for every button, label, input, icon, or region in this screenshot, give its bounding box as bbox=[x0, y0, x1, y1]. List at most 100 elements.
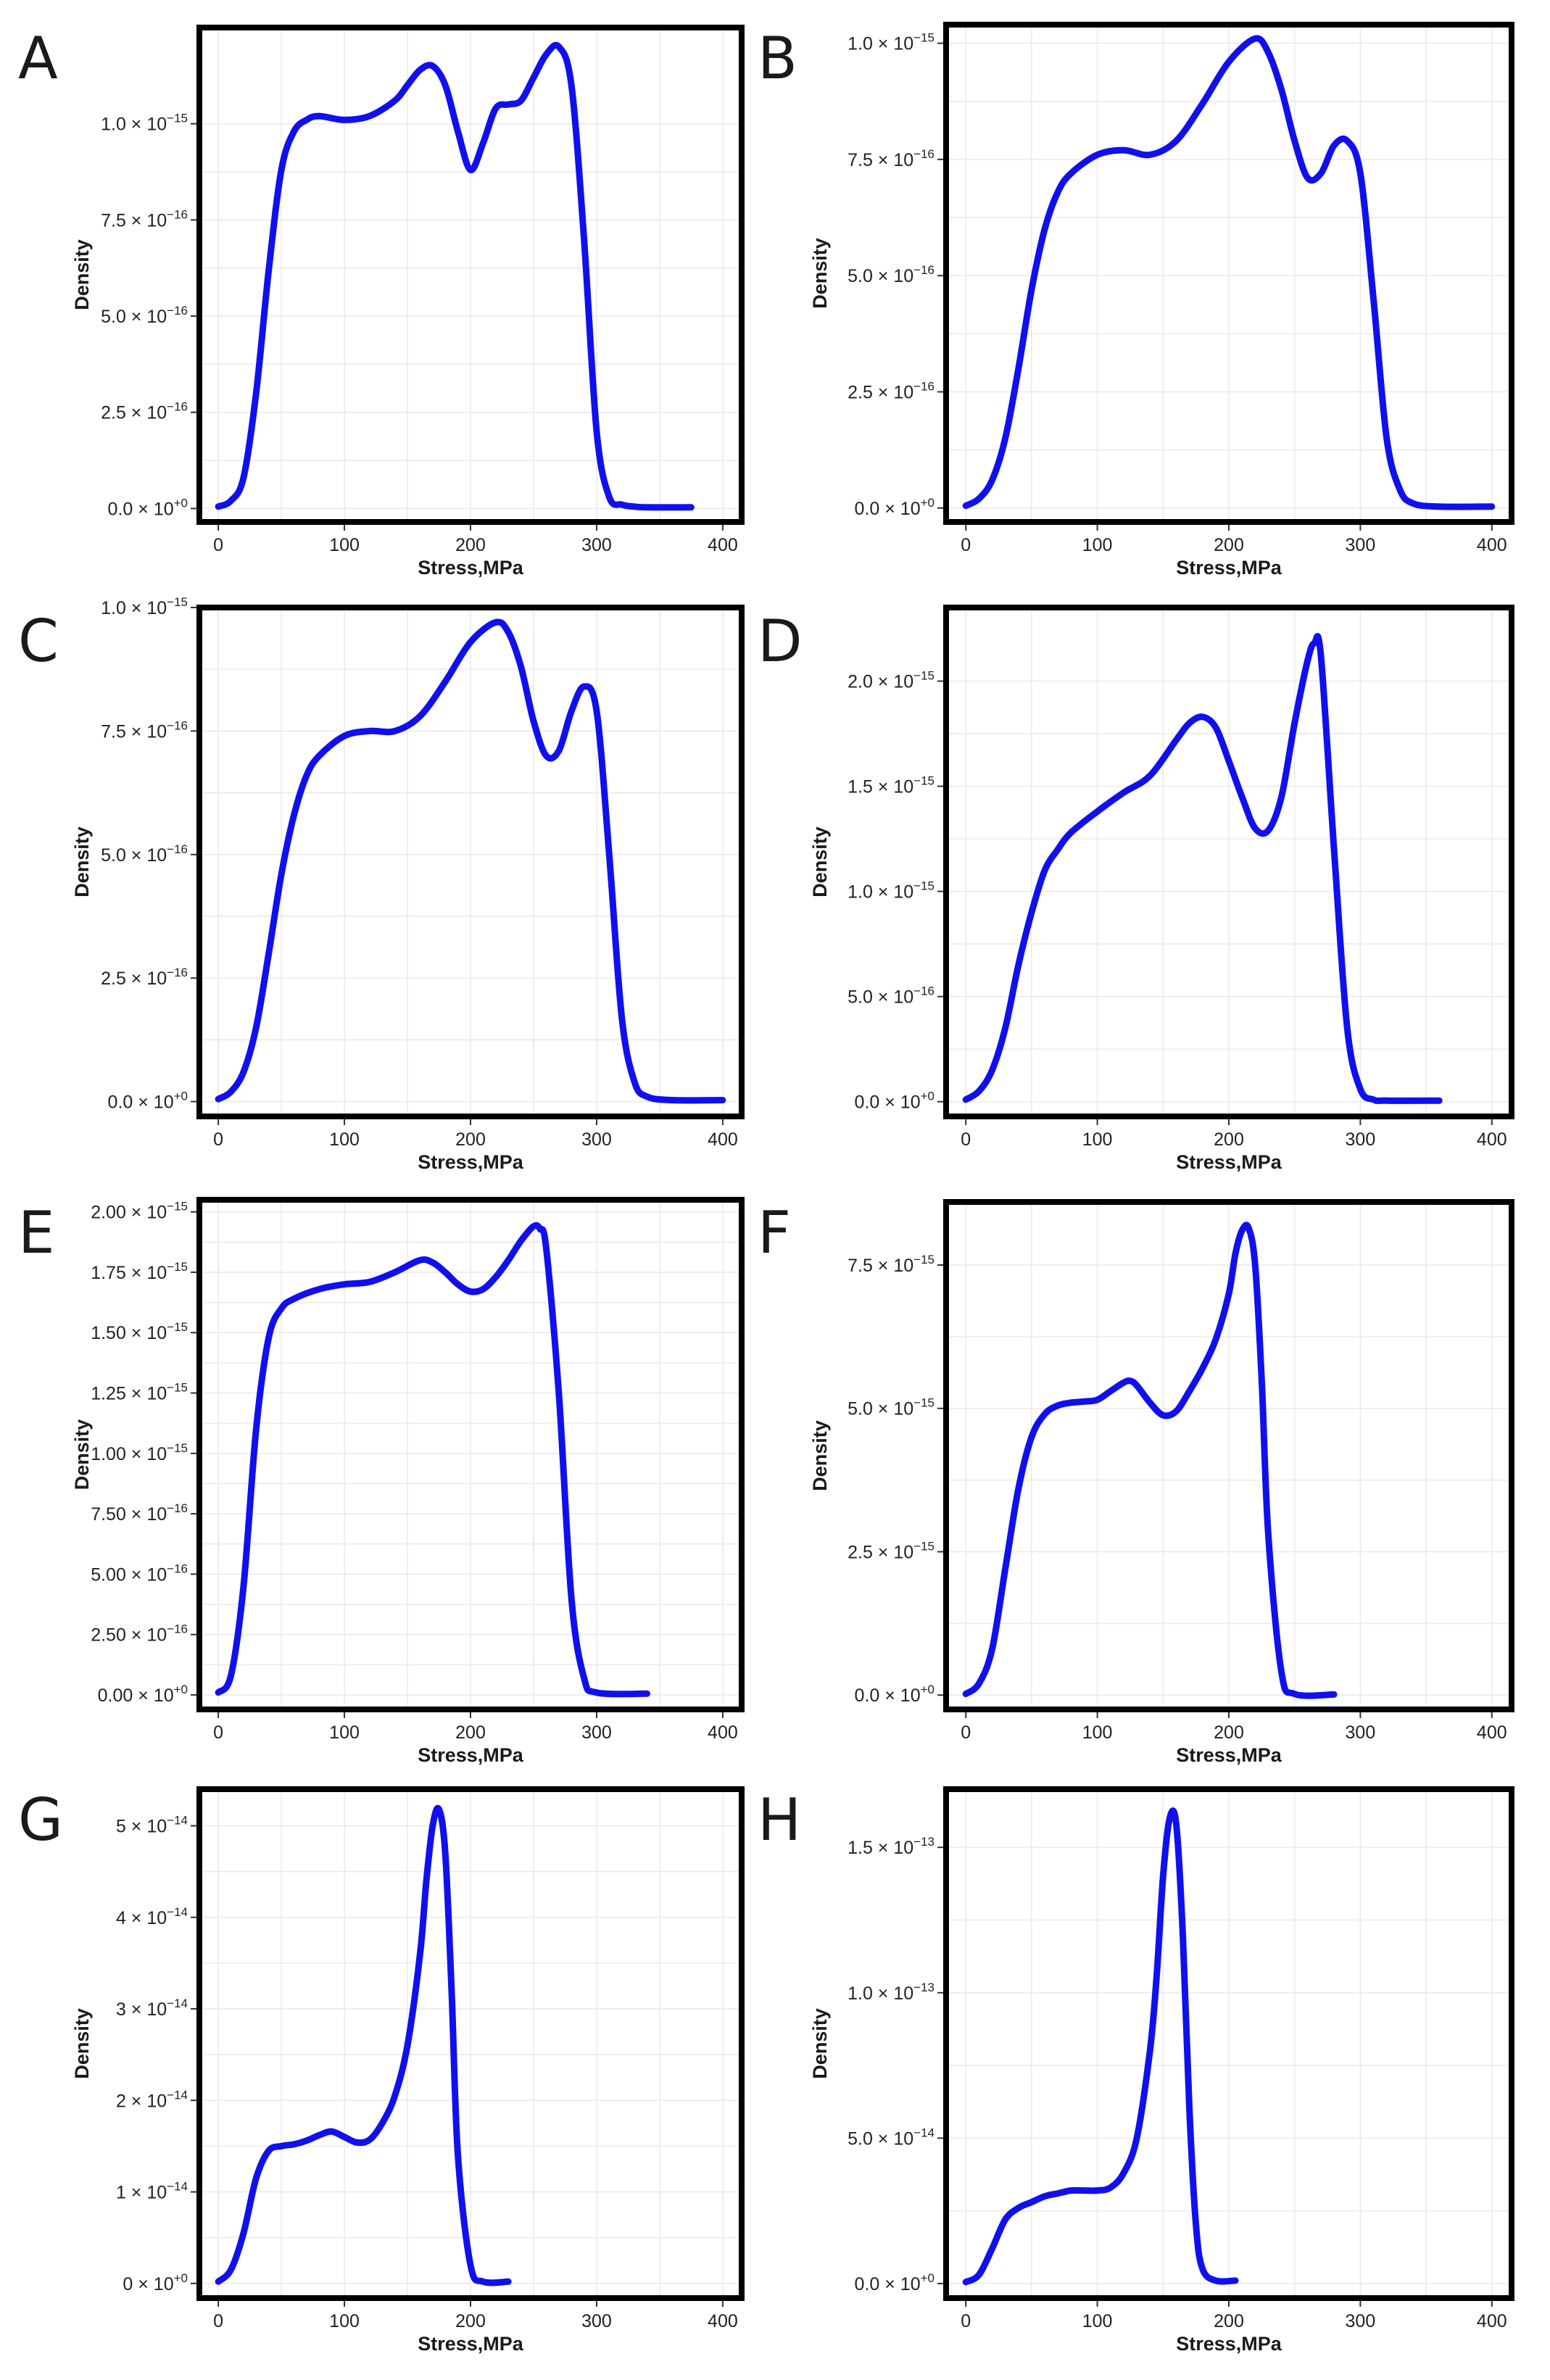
x-tick-label: 100 bbox=[329, 1129, 360, 1150]
x-tick-label: 300 bbox=[1346, 535, 1376, 555]
y-tick-label: 2.0 × 10−15 bbox=[847, 669, 934, 692]
y-tick-label: 5.0 × 10−15 bbox=[847, 1396, 934, 1419]
x-tick-label: 300 bbox=[581, 535, 612, 555]
x-tick-label: 300 bbox=[1346, 2311, 1376, 2331]
y-axis-title-f: Density bbox=[809, 1420, 831, 1491]
plot-frame-f bbox=[943, 1199, 1514, 1712]
y-axis-title-h: Density bbox=[809, 2008, 831, 2079]
plot-frame-g bbox=[196, 1786, 745, 2301]
y-tick-label: 1.25 × 10−15 bbox=[91, 1381, 188, 1404]
y-tick-label: 1.00 × 10−15 bbox=[91, 1441, 188, 1464]
y-tick-label: 5.0 × 10−16 bbox=[101, 304, 188, 327]
y-tick-label: 7.5 × 10−16 bbox=[101, 718, 188, 742]
panel-a: A 0 100 200 300 400 0.0 × 10+0 2.5 × 10−16 5.0 ×… bbox=[18, 25, 745, 579]
panel-b: B 0 100 200 300 400 0.0 × 10+0 2.5 × 10−16 5.0 ×… bbox=[758, 22, 1514, 579]
panel-g: G 0 100 200 300 400 0 × 10+0 1 × 10−14 2 × 10−14… bbox=[18, 1786, 745, 2355]
y-tick-label: 1.0 × 10−15 bbox=[101, 595, 188, 618]
y-tick-label: 1.0 × 10−13 bbox=[847, 1981, 934, 2004]
plot-frame-d bbox=[943, 605, 1514, 1119]
x-tick-label: 200 bbox=[1214, 535, 1244, 555]
y-axis-title-a: Density bbox=[71, 239, 93, 310]
x-tick-label: 200 bbox=[455, 1722, 486, 1743]
x-tick-label: 400 bbox=[708, 535, 738, 555]
density-curve-d bbox=[962, 633, 1443, 1104]
x-tick-label: 400 bbox=[708, 1722, 738, 1743]
y-tick-label: 7.5 × 10−15 bbox=[847, 1253, 934, 1276]
y-axis-title-g: Density bbox=[71, 2008, 93, 2079]
y-tick-label: 2.50 × 10−16 bbox=[91, 1622, 188, 1646]
x-tick-label: 100 bbox=[1082, 535, 1113, 555]
x-tick-label: 300 bbox=[581, 1129, 612, 1150]
y-tick-label: 7.50 × 10−16 bbox=[91, 1501, 188, 1525]
x-tick-label: 0 bbox=[213, 1722, 223, 1743]
y-tick-label: 2.5 × 10−16 bbox=[101, 400, 188, 423]
y-tick-label: 0.0 × 10+0 bbox=[855, 496, 934, 519]
y-axis-title-b: Density bbox=[809, 238, 831, 309]
x-axis-title-f: Stress,MPa bbox=[1176, 1744, 1282, 1766]
x-tick-label: 400 bbox=[1477, 1722, 1507, 1743]
y-tick-label: 0.0 × 10+0 bbox=[108, 496, 188, 519]
panel-c: C 0 100 200 300 400 0.0 × 10+0 2.5 × 10−16 5.0 ×… bbox=[18, 595, 745, 1173]
x-tick-label: 200 bbox=[455, 1129, 486, 1150]
x-axis-title-d: Stress,MPa bbox=[1176, 1151, 1282, 1173]
panel-letter-f: F bbox=[758, 1199, 791, 1266]
plot-frame-e bbox=[196, 1197, 745, 1712]
y-tick-label: 5.0 × 10−14 bbox=[847, 2126, 934, 2149]
x-tick-label: 0 bbox=[213, 2311, 223, 2331]
y-tick-label: 1 × 10−14 bbox=[116, 2180, 188, 2203]
y-tick-label: 2.00 × 10−15 bbox=[91, 1200, 188, 1223]
plot-frame-h bbox=[943, 1786, 1514, 2301]
density-curve-c bbox=[215, 618, 726, 1104]
grid-f bbox=[946, 1202, 1512, 1709]
y-tick-label: 1.5 × 10−15 bbox=[847, 774, 934, 797]
y-tick-label: 1.75 × 10−15 bbox=[91, 1260, 188, 1283]
y-tick-label: 0.0 × 10+0 bbox=[855, 2271, 934, 2294]
y-tick-label: 1.0 × 10−15 bbox=[847, 31, 934, 54]
y-tick-label: 2 × 10−14 bbox=[116, 2088, 188, 2111]
x-tick-label: 200 bbox=[1214, 1129, 1244, 1150]
y-tick-label: 1.5 × 10−13 bbox=[847, 1835, 934, 1858]
plot-frame-a bbox=[196, 25, 745, 525]
panel-f: F 0 100 200 300 400 0.0 × 10+0 2.5 × 10−15 5.0 ×… bbox=[758, 1199, 1514, 1766]
density-curve-b bbox=[962, 35, 1496, 510]
y-tick-label: 5 × 10−14 bbox=[116, 1814, 188, 1837]
y-tick-label: 5.0 × 10−16 bbox=[847, 263, 934, 286]
density-curve-f bbox=[962, 1222, 1338, 1699]
y-tick-label: 5.0 × 10−16 bbox=[847, 984, 934, 1008]
y-tick-label: 2.5 × 10−16 bbox=[847, 379, 934, 402]
x-tick-label: 100 bbox=[329, 2311, 360, 2331]
grid-g bbox=[199, 1789, 742, 2298]
x-tick-label: 300 bbox=[1346, 1129, 1376, 1150]
x-tick-label: 100 bbox=[1082, 1722, 1113, 1743]
x-tick-label: 100 bbox=[1082, 2311, 1113, 2331]
panel-letter-d: D bbox=[758, 608, 803, 675]
grid-h bbox=[946, 1789, 1512, 2298]
x-tick-label: 0 bbox=[961, 1722, 971, 1743]
x-tick-label: 200 bbox=[1214, 1722, 1244, 1743]
x-tick-label: 0 bbox=[213, 535, 223, 555]
y-tick-label: 4 × 10−14 bbox=[116, 1905, 188, 1928]
x-tick-label: 0 bbox=[961, 1129, 971, 1150]
x-tick-label: 100 bbox=[1082, 1129, 1113, 1150]
density-curve-g bbox=[215, 1804, 512, 2286]
x-tick-label: 300 bbox=[581, 1722, 612, 1743]
x-axis-title-e: Stress,MPa bbox=[418, 1744, 524, 1766]
y-tick-label: 0 × 10+0 bbox=[123, 2271, 188, 2294]
grid-b bbox=[946, 25, 1512, 522]
y-tick-label: 0.0 × 10+0 bbox=[108, 1090, 188, 1113]
density-curve-h bbox=[962, 1807, 1239, 2286]
panel-letter-h: H bbox=[758, 1786, 801, 1854]
grid-e bbox=[199, 1200, 742, 1709]
y-tick-label: 1.0 × 10−15 bbox=[101, 112, 188, 135]
x-tick-label: 400 bbox=[1477, 2311, 1507, 2331]
x-axis-title-h: Stress,MPa bbox=[1176, 2333, 1282, 2355]
x-axis-title-c: Stress,MPa bbox=[418, 1151, 524, 1173]
plot-frame-b bbox=[943, 22, 1514, 525]
panel-h: H 0 100 200 300 400 0.0 × 10+0 5.0 × 10−14 1.0 ×… bbox=[758, 1786, 1514, 2355]
x-tick-label: 400 bbox=[708, 2311, 738, 2331]
grid-a bbox=[199, 28, 742, 522]
y-tick-label: 0.00 × 10+0 bbox=[98, 1683, 188, 1706]
x-tick-label: 100 bbox=[329, 1722, 360, 1743]
y-axis-title-e: Density bbox=[71, 1419, 93, 1490]
